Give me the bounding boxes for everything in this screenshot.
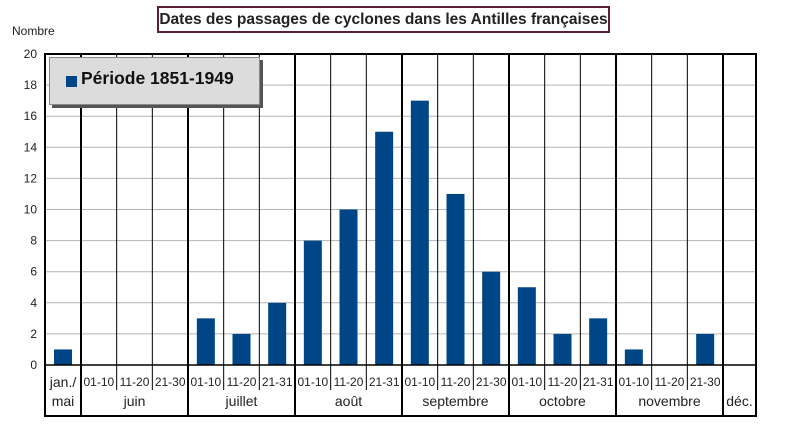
y-tick-label: 18 (24, 78, 38, 92)
bar (268, 302, 287, 365)
bar (482, 271, 501, 365)
y-tick-label: 4 (30, 296, 37, 310)
x-tick-label: 11-20 (334, 375, 364, 389)
bar (54, 349, 72, 365)
month-label: juin (123, 393, 146, 409)
x-tick-label: 21-30 (476, 375, 507, 389)
y-tick-label: 16 (24, 109, 38, 123)
legend-swatch (66, 76, 77, 87)
bar (232, 333, 251, 365)
x-tick-label: 01-10 (511, 375, 542, 389)
month-label: septembre (422, 393, 488, 409)
month-label: août (335, 393, 362, 409)
month-label: mai (52, 393, 75, 409)
x-tick-label: 11-20 (655, 375, 685, 389)
y-tick-label: 20 (24, 47, 38, 61)
bar (553, 333, 572, 365)
x-tick-label: 01-10 (83, 375, 114, 389)
bar (624, 349, 643, 365)
x-tick-label: 11-20 (441, 375, 471, 389)
x-tick-label: 01-10 (190, 375, 221, 389)
month-label: déc. (726, 393, 752, 409)
bar (446, 193, 465, 365)
x-tick-label: 11-20 (227, 375, 257, 389)
y-tick-label: 12 (24, 171, 38, 185)
y-tick-label: 0 (30, 358, 37, 372)
y-tick-label: 6 (30, 265, 37, 279)
x-tick-label: 21-31 (583, 375, 614, 389)
bar (339, 209, 358, 365)
x-tick-label: 01-10 (404, 375, 435, 389)
y-tick-label: 8 (30, 234, 37, 248)
plot-frame (44, 53, 757, 417)
bar (589, 318, 608, 365)
x-tick-label: 21-30 (690, 375, 721, 389)
bar (517, 287, 536, 365)
bar (196, 318, 215, 365)
month-label: juillet (225, 393, 258, 409)
legend-label: Période 1851-1949 (81, 68, 234, 88)
chart-title: Dates des passages de cyclones dans les … (157, 6, 610, 33)
x-tick-label: 11-20 (548, 375, 578, 389)
x-tick-label: 21-31 (369, 375, 400, 389)
y-tick-label: 10 (24, 203, 38, 217)
x-tick-label: 01-10 (618, 375, 649, 389)
month-label: jan./ (49, 374, 77, 390)
bar (696, 333, 715, 365)
bar (303, 240, 322, 365)
bar (375, 131, 394, 365)
x-tick-label: 11-20 (120, 375, 150, 389)
x-tick-label: 21-31 (262, 375, 293, 389)
y-tick-label: 14 (24, 140, 38, 154)
y-tick-label: 2 (30, 327, 37, 341)
x-tick-label: 01-10 (297, 375, 328, 389)
month-label: novembre (638, 393, 700, 409)
month-label: octobre (539, 393, 586, 409)
x-tick-label: 21-30 (155, 375, 186, 389)
y-axis-label: Nombre (12, 24, 55, 38)
bar (410, 100, 429, 366)
legend: Période 1851-1949 (49, 57, 260, 105)
